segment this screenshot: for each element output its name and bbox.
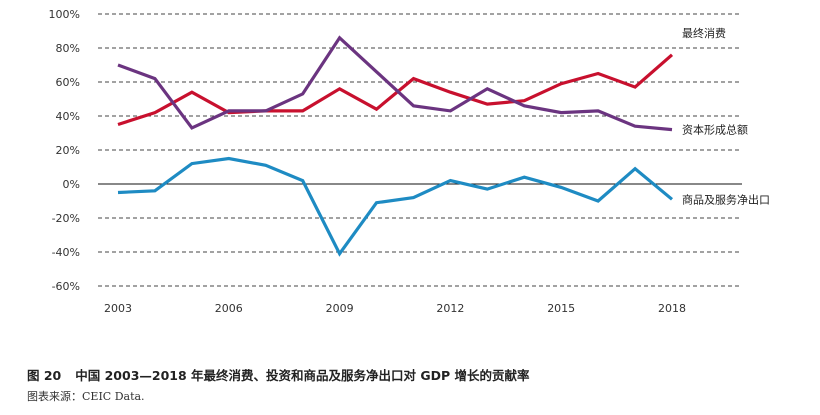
series-lines xyxy=(117,35,674,257)
figure-source: 图表来源：CEIC Data. xyxy=(27,390,145,403)
x-tick-label: 2009 xyxy=(326,302,354,315)
figure-caption: 图 20 中国 2003—2018 年最终消费、投资和商品及服务净出口对 GDP … xyxy=(27,365,530,384)
x-tick-label: 2006 xyxy=(215,302,243,315)
y-axis-tick-labels: 100% 80% 60% 40% 20% 0% -20% -40% -60% xyxy=(49,8,80,293)
x-tick-label: 2018 xyxy=(658,302,686,315)
y-tick-label: -20% xyxy=(52,212,80,225)
y-tick-label: 40% xyxy=(56,110,80,123)
y-tick-label: 20% xyxy=(56,144,80,157)
line-chart: 100%80%60%40%20%0%-20%-40%-60% 2003 2006 2… xyxy=(49,8,770,315)
x-tick-label: 2012 xyxy=(436,302,464,315)
gridlines xyxy=(98,13,742,287)
series-line xyxy=(117,156,674,257)
series-line xyxy=(117,35,673,132)
series-label: 资本形成总额 xyxy=(682,123,748,137)
figure-number: 图 20 xyxy=(27,368,62,383)
y-tick-label: 80% xyxy=(56,42,80,55)
y-tick-label: 100% xyxy=(49,8,80,21)
series-label: 最终消费 xyxy=(682,26,726,40)
x-tick-label: 2015 xyxy=(547,302,575,315)
figure-title: 中国 2003—2018 年最终消费、投资和商品及服务净出口对 GDP 增长的贡… xyxy=(75,368,530,383)
series-line xyxy=(117,53,674,127)
series-label: 商品及服务净出口 xyxy=(682,192,770,206)
x-axis-tick-labels: 2003 2006 2009 2012 2015 2018 xyxy=(104,302,686,315)
y-tick-label: 60% xyxy=(56,76,80,89)
y-tick-label: 0% xyxy=(63,178,80,191)
x-tick-label: 2003 xyxy=(104,302,132,315)
y-tick-label: -60% xyxy=(52,280,80,293)
y-tick-label: -40% xyxy=(52,246,80,259)
